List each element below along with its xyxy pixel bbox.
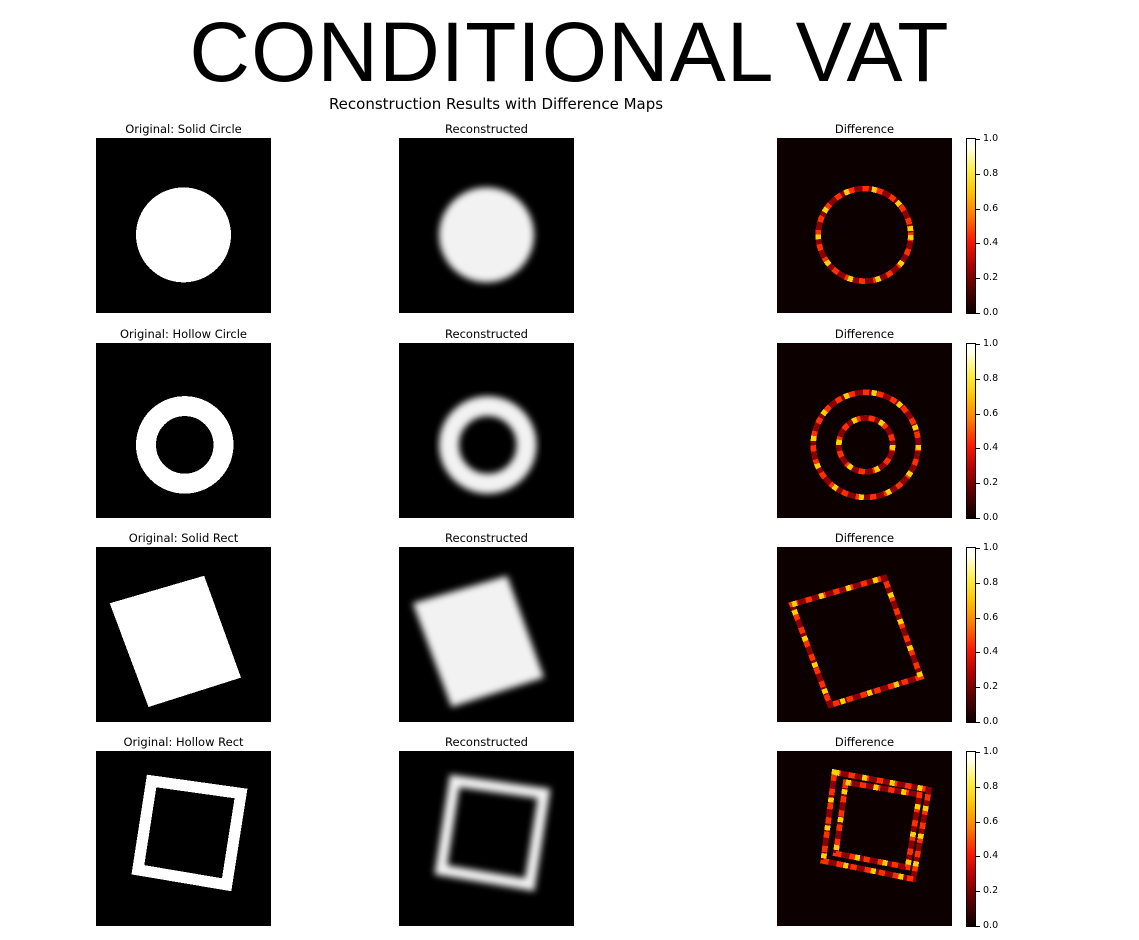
original-title: Original: Hollow Rect [123, 735, 244, 749]
reconstructed-shape [412, 575, 544, 707]
original-shape [136, 187, 231, 283]
colorbar-tick-label: 0.8 [983, 576, 999, 588]
difference-map [777, 343, 952, 518]
reconstructed-image [399, 547, 574, 722]
colorbar-tick [976, 891, 980, 893]
colorbar-tick [976, 313, 980, 314]
colorbar-tick [976, 786, 980, 788]
colorbar-tick-label: 0.0 [983, 920, 999, 931]
colorbar-tick [976, 821, 980, 823]
original-shape [109, 575, 241, 707]
original-image [96, 547, 271, 722]
reconstructed-image [399, 751, 574, 926]
difference-title: Difference [834, 531, 895, 545]
reconstructed-title: Reconstructed [445, 122, 528, 136]
reconstructed-shape [439, 396, 537, 494]
original-shape [136, 396, 234, 494]
colorbar-tick [976, 139, 980, 140]
colorbar-tick-label: 1.0 [983, 133, 999, 144]
difference-title: Difference [834, 122, 895, 136]
colorbar-tick-label: 0.2 [983, 681, 999, 693]
colorbar-tick-label: 1.0 [983, 542, 999, 553]
reconstructed-title: Reconstructed [445, 735, 528, 749]
original-image [96, 751, 271, 926]
colorbar-tick [976, 652, 980, 654]
reconstructed-image [399, 138, 574, 313]
colorbar-tick-label: 0.8 [983, 372, 999, 384]
colorbar [966, 751, 976, 927]
colorbar-tick-label: 0.0 [983, 512, 999, 523]
colorbar-tick-label: 0.2 [983, 272, 999, 284]
difference-heat [820, 768, 933, 883]
colorbar-tick [976, 687, 980, 689]
colorbar-tick [976, 278, 980, 280]
colorbar-tick-label: 0.4 [983, 646, 999, 658]
colorbar-tick [976, 752, 980, 753]
main-title: CONDITIONAL VAT [189, 5, 950, 99]
colorbar-tick [976, 548, 980, 549]
colorbar-tick-label: 0.2 [983, 885, 999, 897]
figure-subtitle: Reconstruction Results with Difference M… [328, 95, 664, 113]
colorbar-tick [976, 518, 980, 519]
colorbar-tick-label: 0.0 [983, 716, 999, 727]
difference-title: Difference [834, 327, 895, 341]
difference-heat [810, 389, 922, 501]
difference-map [777, 751, 952, 926]
difference-map [777, 547, 952, 722]
difference-map [777, 138, 952, 313]
original-image [96, 343, 271, 518]
colorbar-tick [976, 617, 980, 619]
colorbar-tick-label: 0.4 [983, 237, 999, 249]
colorbar-tick [976, 243, 980, 245]
original-title: Original: Solid Rect [128, 531, 239, 545]
colorbar-tick [976, 856, 980, 858]
colorbar-tick [976, 344, 980, 345]
colorbar [966, 343, 976, 519]
colorbar-tick [976, 722, 980, 723]
colorbar-tick [976, 448, 980, 450]
colorbar [966, 138, 976, 314]
colorbar-tick-label: 0.6 [983, 611, 999, 623]
original-title: Original: Solid Circle [125, 122, 242, 136]
colorbar-tick-label: 0.4 [983, 850, 999, 862]
colorbar-tick [976, 483, 980, 485]
difference-heat [815, 185, 914, 284]
original-title: Original: Hollow Circle [120, 327, 247, 341]
reconstructed-shape [439, 187, 534, 283]
colorbar [966, 547, 976, 723]
reconstructed-image [399, 343, 574, 518]
reconstructed-title: Reconstructed [445, 531, 528, 545]
colorbar-tick-label: 0.0 [983, 307, 999, 318]
colorbar-tick [976, 208, 980, 210]
colorbar-tick-label: 0.6 [983, 202, 999, 214]
difference-title: Difference [834, 735, 895, 749]
colorbar-tick [976, 582, 980, 584]
colorbar-tick-label: 1.0 [983, 338, 999, 349]
reconstructed-title: Reconstructed [445, 327, 528, 341]
colorbar-tick [976, 413, 980, 415]
colorbar-tick-label: 0.6 [983, 815, 999, 827]
colorbar-tick [976, 173, 980, 175]
colorbar-tick-label: 0.2 [983, 477, 999, 489]
reconstructed-shape [434, 774, 551, 892]
colorbar-tick-label: 0.8 [983, 780, 999, 792]
colorbar-tick-label: 0.8 [983, 167, 999, 179]
colorbar-tick-label: 0.6 [983, 407, 999, 419]
colorbar-tick [976, 926, 980, 927]
original-image [96, 138, 271, 313]
difference-heat [788, 574, 925, 709]
colorbar-tick [976, 378, 980, 380]
colorbar-tick-label: 0.4 [983, 442, 999, 454]
original-shape [131, 774, 248, 892]
colorbar-tick-label: 1.0 [983, 746, 999, 757]
